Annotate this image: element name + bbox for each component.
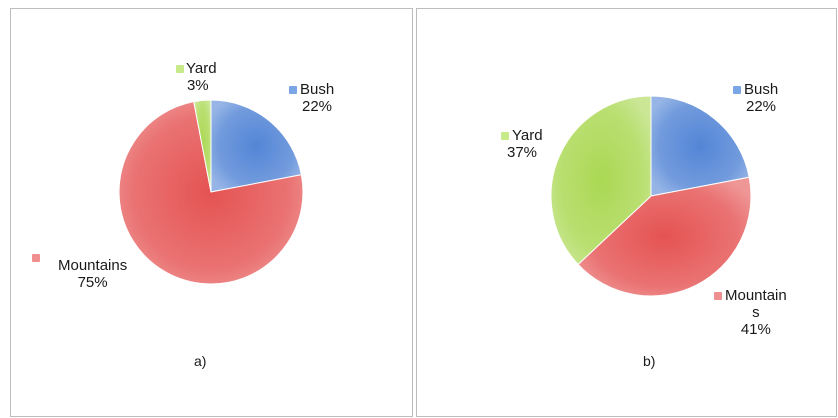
bush-legend-swatch <box>289 86 297 94</box>
yard-legend-swatch <box>176 65 184 73</box>
pie-chart-b <box>550 95 752 297</box>
pie-slice-mountains <box>118 101 304 285</box>
pie-chart-a <box>118 99 304 285</box>
pie-slice-yard <box>550 95 652 266</box>
yard-legend-swatch <box>501 132 509 140</box>
pie-slice-bush <box>210 99 302 193</box>
chart-b-bush-label: Bush 22% <box>733 81 778 115</box>
chart-b-mountains-label: Mountain s 41% <box>714 287 787 338</box>
chart-a-mountains-label: Mountains 75% <box>32 254 127 291</box>
pie-slice-yard <box>193 99 212 193</box>
pie-slice-bush <box>650 95 750 197</box>
chart-b-yard-label: Yard 37% <box>501 127 543 161</box>
mountains-legend-swatch <box>714 292 722 300</box>
pie-slice-mountains <box>577 176 752 297</box>
chart-a-caption: a) <box>194 353 207 369</box>
chart-panel-b: Bush 22% Yard 37% Mountain s 41% b) <box>416 8 837 417</box>
chart-a-bush-label: Bush 22% <box>289 81 334 115</box>
chart-panel-a: Yard 3% Bush 22% Mountains 75% a) <box>10 8 413 417</box>
chart-b-caption: b) <box>643 353 656 369</box>
bush-legend-swatch <box>733 86 741 94</box>
mountains-legend-swatch <box>32 254 40 262</box>
chart-a-yard-label: Yard 3% <box>176 60 217 94</box>
